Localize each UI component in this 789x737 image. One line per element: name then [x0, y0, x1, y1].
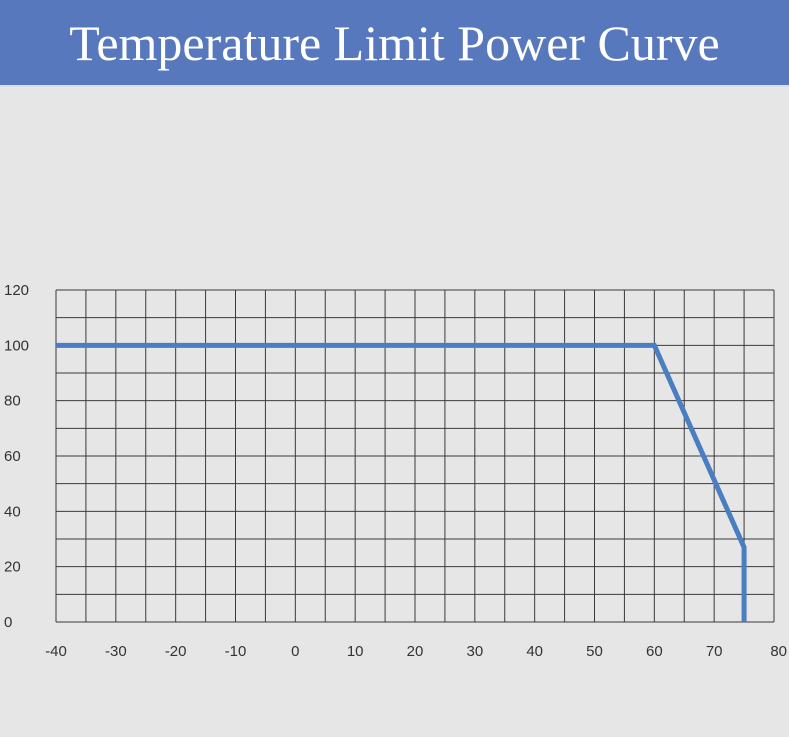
power-curve-line — [56, 342, 747, 622]
y-tick-label: 100 — [4, 337, 29, 354]
y-tick-label: 20 — [4, 559, 21, 576]
y-tick-label: 60 — [4, 448, 21, 465]
x-tick-label: -10 — [225, 643, 247, 660]
x-tick-label: 30 — [466, 643, 483, 660]
x-tick-label: -40 — [45, 643, 67, 660]
x-tick-label: 10 — [347, 643, 364, 660]
x-tick-label: -20 — [165, 643, 187, 660]
page-title: Temperature Limit Power Curve — [69, 15, 720, 71]
x-tick-label: -30 — [105, 643, 127, 660]
x-tick-label: 60 — [646, 643, 663, 660]
y-tick-label: 80 — [4, 393, 21, 410]
y-tick-label: 40 — [4, 503, 21, 520]
grid — [55, 289, 775, 623]
x-tick-label: 70 — [706, 643, 723, 660]
y-tick-label: 120 — [4, 282, 29, 299]
x-axis-ticks: -40 -30 -20 -10 0 10 20 30 40 50 60 70 80 — [45, 643, 787, 660]
title-bar: Temperature Limit Power Curve — [0, 0, 789, 87]
x-tick-label: 80 — [770, 643, 787, 660]
series-layer — [56, 342, 747, 622]
y-tick-label: 0 — [4, 614, 12, 631]
x-tick-label: 20 — [407, 643, 424, 660]
y-axis-ticks: 0 20 40 60 80 100 120 — [4, 282, 29, 631]
x-tick-label: 40 — [526, 643, 543, 660]
x-tick-label: 50 — [586, 643, 603, 660]
x-tick-label: 0 — [291, 643, 299, 660]
